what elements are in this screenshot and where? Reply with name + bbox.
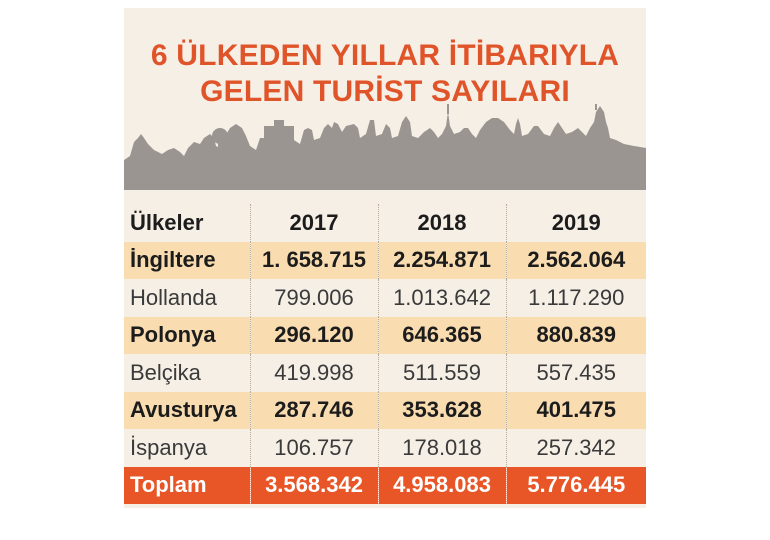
- value-cell: 511.559: [377, 354, 506, 392]
- value-cell: 1.013.642: [377, 279, 506, 317]
- value-cell: 419.998: [249, 354, 378, 392]
- city-skyline-illustration: [124, 104, 646, 190]
- table-row: İspanya 106.757 178.018 257.342: [124, 429, 646, 467]
- country-cell: İngiltere: [124, 241, 250, 279]
- country-cell: Avusturya: [124, 391, 250, 429]
- table-total-row: Toplam 3.568.342 4.958.083 5.776.445: [124, 466, 646, 504]
- value-cell: 178.018: [377, 429, 506, 467]
- value-cell: 1.117.290: [505, 279, 646, 317]
- title-line-1: 6 ÜLKEDEN YILLAR İTİBARIYLA: [150, 39, 620, 72]
- table-row: Belçika 419.998 511.559 557.435: [124, 354, 646, 392]
- header-2018: 2018: [377, 204, 506, 242]
- value-cell: 799.006: [249, 279, 378, 317]
- infographic-title: 6 ÜLKEDEN YILLAR İTİBARIYLA GELEN TURİST…: [124, 38, 646, 110]
- total-value: 4.958.083: [377, 466, 506, 504]
- title-line-2: GELEN TURİST SAYILARI: [200, 75, 570, 108]
- total-label: Toplam: [124, 466, 250, 504]
- value-cell: 557.435: [505, 354, 646, 392]
- value-cell: 257.342: [505, 429, 646, 467]
- table-row: İngiltere 1. 658.715 2.254.871 2.562.064: [124, 241, 646, 279]
- header-2017: 2017: [249, 204, 378, 242]
- value-cell: 353.628: [377, 391, 506, 429]
- total-value: 5.776.445: [505, 466, 646, 504]
- country-cell: İspanya: [130, 434, 208, 460]
- table-header-row: Ülkeler 2017 2018 2019: [124, 204, 646, 242]
- table-row: Avusturya 287.746 353.628 401.475: [124, 391, 646, 429]
- tourist-table: Ülkeler 2017 2018 2019 İngiltere 1. 658.…: [124, 204, 646, 504]
- country-cell: Belçika: [130, 359, 201, 385]
- value-cell: 106.757: [249, 429, 378, 467]
- value-cell: 401.475: [505, 391, 646, 429]
- header-country: Ülkeler: [130, 209, 204, 235]
- table-row: Hollanda 799.006 1.013.642 1.117.290: [124, 279, 646, 317]
- table-row: Polonya 296.120 646.365 880.839: [124, 316, 646, 354]
- infographic-card: 6 ÜLKEDEN YILLAR İTİBARIYLA GELEN TURİST…: [124, 8, 646, 508]
- value-cell: 2.254.871: [377, 241, 506, 279]
- value-cell: 2.562.064: [505, 241, 646, 279]
- value-cell: 646.365: [377, 316, 506, 354]
- country-cell: Polonya: [124, 316, 250, 354]
- total-value: 3.568.342: [249, 466, 378, 504]
- value-cell: 1. 658.715: [249, 241, 378, 279]
- value-cell: 880.839: [505, 316, 646, 354]
- country-cell: Hollanda: [130, 284, 217, 310]
- header-2019: 2019: [505, 204, 646, 242]
- value-cell: 287.746: [249, 391, 378, 429]
- value-cell: 296.120: [249, 316, 378, 354]
